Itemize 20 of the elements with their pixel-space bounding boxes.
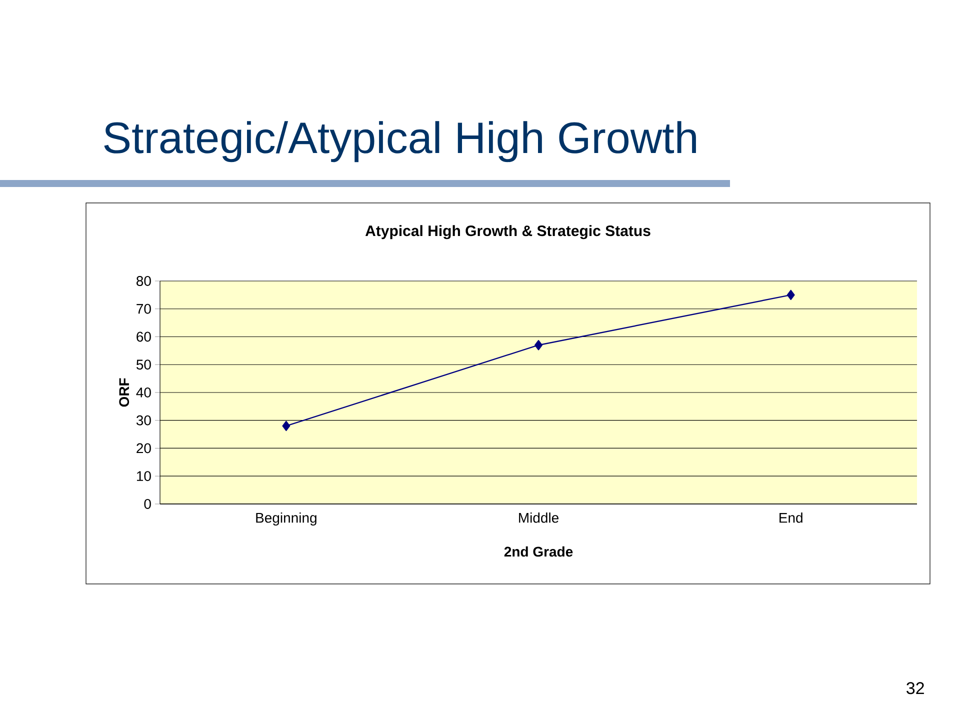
point	[786, 290, 795, 300]
y-tick-label: 20	[136, 443, 151, 454]
x-axis-title: 2nd Grade	[504, 546, 573, 557]
y-tick-label: 10	[136, 471, 151, 482]
y-tick-label: 30	[136, 415, 151, 426]
y-tick-label: 0	[144, 499, 151, 509]
y-tick-label: 80	[136, 276, 151, 286]
x-tick-label: Middle	[519, 512, 559, 523]
y-axis-title: ORF	[119, 378, 130, 407]
x-tick-label: Beginning	[256, 512, 316, 526]
x-tick-label: End	[780, 512, 802, 523]
y-tick-label: 70	[136, 304, 151, 314]
chart-subtitle: Atypical High Growth & Strategic Status	[365, 225, 650, 240]
y-tick-label: 50	[136, 360, 151, 370]
y-tick-label: 60	[136, 332, 151, 342]
y-tick-label: 40	[136, 388, 151, 398]
chart-title: Strategic/Atypical High Growth	[104, 121, 696, 162]
point	[282, 420, 290, 432]
point	[534, 340, 542, 350]
text: 32	[906, 682, 924, 694]
